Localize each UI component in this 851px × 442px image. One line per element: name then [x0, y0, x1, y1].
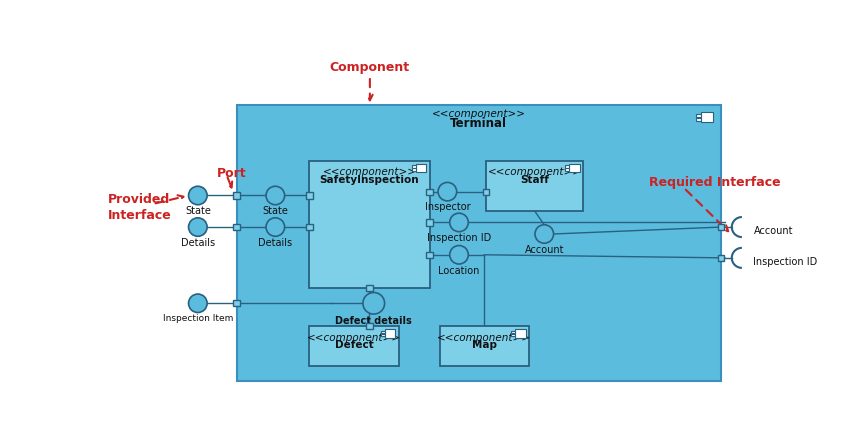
Bar: [367, 285, 373, 291]
Bar: [565, 168, 569, 171]
Text: Required Interface: Required Interface: [648, 176, 780, 189]
Circle shape: [189, 218, 207, 236]
Text: <<component>>: <<component>>: [307, 332, 401, 343]
Circle shape: [189, 186, 207, 205]
Bar: [483, 189, 489, 195]
Text: Inspection ID: Inspection ID: [427, 233, 491, 243]
Bar: [718, 255, 724, 261]
Circle shape: [266, 186, 284, 205]
Circle shape: [449, 246, 468, 264]
Bar: [367, 323, 373, 329]
Bar: [310, 326, 398, 366]
Text: Details: Details: [180, 238, 215, 248]
Bar: [233, 224, 240, 230]
Bar: [233, 300, 240, 306]
Text: <<component>>: <<component>>: [323, 167, 416, 177]
Text: State: State: [262, 206, 288, 216]
Bar: [701, 112, 713, 122]
Text: Inspector: Inspector: [425, 202, 471, 213]
Bar: [306, 192, 312, 198]
Bar: [486, 161, 583, 211]
Circle shape: [363, 293, 385, 314]
Bar: [511, 331, 515, 333]
Bar: [380, 334, 385, 336]
Circle shape: [438, 183, 457, 201]
Bar: [696, 118, 701, 121]
Circle shape: [189, 294, 207, 312]
Text: Defect: Defect: [334, 340, 374, 350]
Text: <<component>>: <<component>>: [437, 332, 531, 343]
Text: <<component>>: <<component>>: [488, 167, 581, 177]
Bar: [565, 165, 569, 168]
Text: Defect details: Defect details: [335, 316, 412, 326]
Text: Provided
Interface: Provided Interface: [108, 193, 172, 222]
Bar: [233, 192, 240, 198]
Bar: [412, 165, 415, 168]
Bar: [412, 168, 415, 171]
Text: Location: Location: [438, 266, 480, 275]
Text: Account: Account: [753, 226, 793, 236]
Bar: [440, 326, 528, 366]
Bar: [696, 114, 701, 117]
Bar: [310, 161, 430, 288]
Bar: [569, 164, 580, 172]
Text: Component: Component: [330, 61, 410, 74]
Bar: [511, 334, 515, 336]
Circle shape: [266, 218, 284, 236]
Text: Details: Details: [258, 238, 293, 248]
Text: Inspection Item: Inspection Item: [163, 314, 233, 323]
Circle shape: [449, 213, 468, 232]
Bar: [415, 164, 426, 172]
Bar: [718, 224, 724, 230]
Text: SafetyInspection: SafetyInspection: [320, 175, 420, 185]
Text: <<component>>: <<component>>: [431, 109, 526, 119]
Circle shape: [535, 225, 553, 243]
Text: Port: Port: [217, 167, 247, 180]
Bar: [385, 329, 396, 338]
Text: Map: Map: [471, 340, 497, 350]
Bar: [380, 331, 385, 333]
Bar: [306, 224, 312, 230]
Bar: [426, 219, 432, 225]
Text: State: State: [185, 206, 211, 216]
Bar: [426, 189, 432, 195]
Text: Inspection ID: Inspection ID: [753, 257, 818, 267]
Text: Account: Account: [524, 245, 564, 255]
Bar: [426, 251, 432, 258]
Bar: [515, 329, 526, 338]
Text: Staff: Staff: [520, 175, 549, 185]
Bar: [237, 105, 721, 381]
Text: Terminal: Terminal: [450, 117, 507, 130]
